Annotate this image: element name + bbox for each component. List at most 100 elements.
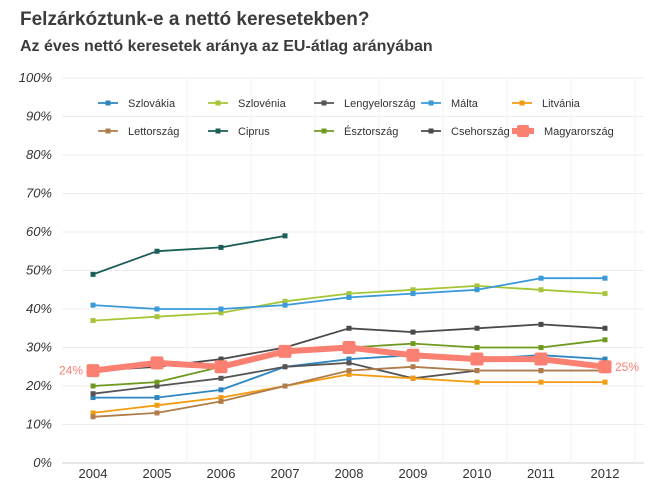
y-tick-label: 100% [19,70,52,85]
legend-item: Észtország [314,125,398,138]
data-point [154,395,160,401]
legend-label: Csehország [451,126,510,138]
start-value-label: 24% [59,364,83,378]
legend-item: Lengyelország [314,98,416,110]
y-tick-label: 40% [26,301,52,316]
data-point [410,341,416,347]
data-point [602,356,608,362]
legend-label: Szlovákia [128,98,176,110]
legend-swatch-marker [215,128,221,134]
data-point [90,410,96,416]
data-point [602,291,608,297]
data-point [474,345,480,350]
data-point [86,364,100,378]
data-point [406,348,420,362]
data-point [602,337,608,343]
data-point [154,383,160,389]
legend-label: Magyarország [544,126,614,138]
legend-swatch-marker [105,100,111,106]
legend-item: Magyarország [512,125,614,138]
x-tick-label: 2007 [271,466,300,481]
data-point [90,414,96,420]
x-tick-label: 2004 [79,466,108,481]
y-tick-label: 50% [26,263,52,278]
data-point [218,356,224,362]
y-tick-label: 10% [26,417,52,432]
x-tick-label: 2009 [399,466,428,481]
data-point [598,360,612,374]
data-point [538,275,544,281]
data-point [410,364,416,370]
data-point [154,314,160,320]
data-point [346,360,352,366]
data-point [346,291,352,297]
chart-title: Felzárkóztunk-e a nettó keresetekben? [20,9,370,30]
end-value-label: 25% [615,360,639,374]
legend-item: Málta [421,98,479,110]
legend-label: Szlovénia [238,98,287,110]
legend-item: Szlovénia [208,98,287,110]
x-tick-label: 2005 [143,466,172,481]
data-point [474,368,480,374]
data-point [90,383,96,389]
data-point [602,275,608,281]
data-point [342,341,356,354]
x-tick-label: 2008 [335,466,364,481]
legend-swatch-marker [517,125,529,137]
data-point [154,379,160,385]
data-point [602,325,608,331]
data-point [154,402,160,408]
data-point [90,302,96,308]
data-point [218,244,224,250]
legend-swatch-marker [428,128,434,134]
legend-label: Litvánia [542,98,581,110]
y-tick-label: 0% [33,455,52,470]
legend-item: Csehország [421,126,510,138]
legend-item: Lettország [98,126,179,138]
data-point [154,248,160,254]
series-line [92,373,605,414]
data-point [282,383,288,389]
y-tick-label: 90% [26,109,52,124]
data-point [154,306,160,312]
data-point [538,287,544,293]
y-tick-label: 80% [26,147,52,162]
data-point [90,271,96,277]
legend-item: Litvánia [512,98,581,110]
legend-swatch-marker [321,128,327,134]
x-tick-label: 2010 [463,466,492,481]
legend-item: Szlovákia [98,98,176,110]
data-point [150,356,164,370]
data-point [538,321,544,327]
legend-swatch-marker [105,128,111,134]
data-point [534,352,548,366]
series-line [92,235,286,276]
data-point [474,287,480,293]
legend-swatch-marker [428,100,434,106]
data-point [218,387,224,393]
x-tick-label: 2006 [207,466,236,481]
data-point [346,325,352,331]
data-point [218,395,224,401]
data-point [282,302,288,308]
x-tick-label: 2011 [527,466,555,481]
data-point [410,375,416,381]
data-point [474,325,480,331]
data-point [282,298,288,304]
data-point [346,294,352,300]
data-point [90,391,96,397]
legend-label: Málta [451,98,479,110]
data-point [474,379,480,385]
data-point [90,318,96,324]
data-point [410,329,416,335]
data-point [214,360,228,374]
data-point [346,356,352,362]
chart-subtitle: Az éves nettó keresetek aránya az EU-átl… [20,38,433,55]
data-point [346,368,352,374]
data-point [218,375,224,381]
data-point [218,398,224,404]
x-tick-label: 2012 [591,466,620,481]
legend-swatch-marker [215,100,221,106]
data-point [538,368,544,374]
